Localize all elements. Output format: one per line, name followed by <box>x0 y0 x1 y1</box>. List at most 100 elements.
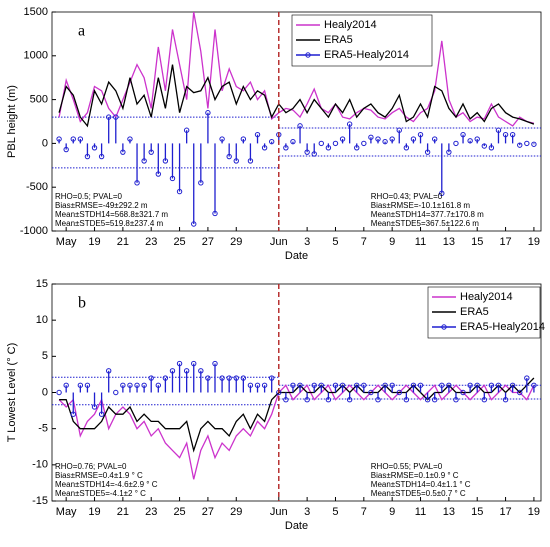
stem-marker <box>240 375 247 381</box>
stem-marker <box>488 145 495 151</box>
stat-annotation: Bias±RMSE=-10.1±161.8 m <box>371 201 471 210</box>
legend-marker <box>441 324 447 330</box>
stat-annotation: Mean±STDH14=-4.6±2.9 ° C <box>55 480 158 489</box>
stem-marker <box>460 389 466 396</box>
stem-marker <box>212 210 218 217</box>
stem-marker <box>63 382 69 388</box>
x-tick-label: 3 <box>304 506 310 518</box>
stem-marker <box>311 382 317 388</box>
stat-annotation: Mean±STDH14=377.7±170.8 m <box>371 210 484 219</box>
x-tick-label: 15 <box>471 506 483 518</box>
stem-marker <box>183 127 190 133</box>
stem-marker <box>113 389 119 396</box>
stem-marker <box>169 175 176 182</box>
stem-marker <box>424 397 431 403</box>
y-tick-label: 0 <box>42 137 48 149</box>
stem-marker <box>226 375 232 381</box>
x-tick-label: 25 <box>173 506 185 518</box>
stem-marker <box>460 131 466 138</box>
stem-marker <box>91 145 98 151</box>
stat-annotation: Mean±STDH14=0.4±1.1 ° C <box>371 480 471 489</box>
stem-marker <box>233 375 239 381</box>
stem-marker <box>198 180 204 186</box>
stem-marker <box>219 375 225 381</box>
stem-marker <box>410 136 417 142</box>
x-tick-label: 11 <box>415 506 426 518</box>
y-axis-label: T Lowest Level (° C) <box>6 343 18 443</box>
stem-marker <box>354 382 360 388</box>
stem-marker <box>509 131 516 138</box>
stem-marker <box>98 411 105 417</box>
stem-marker <box>176 188 183 195</box>
stem-marker <box>495 382 502 388</box>
stat-annotation: RHO=0.55; PVAL=0 <box>371 462 443 471</box>
stem-marker <box>382 138 388 145</box>
stem-marker <box>446 382 452 388</box>
y-tick-label: 1500 <box>24 6 48 18</box>
stem-marker <box>431 136 438 142</box>
stem-marker <box>233 158 239 164</box>
x-tick-label: May <box>56 236 77 248</box>
stem-marker <box>304 149 310 155</box>
stem-marker <box>169 368 176 374</box>
legend-label: Healy2014 <box>324 19 377 31</box>
stem-marker <box>98 153 105 160</box>
stem-marker <box>396 389 402 396</box>
stem-marker <box>56 389 62 396</box>
stem-marker <box>162 158 169 164</box>
stem-marker <box>424 149 431 155</box>
stem-marker <box>431 397 438 403</box>
stem-marker <box>191 360 197 367</box>
legend-label: ERA5 <box>460 306 489 318</box>
stem-marker <box>198 368 204 374</box>
x-tick-label: 13 <box>443 506 455 518</box>
y-tick-label: 5 <box>42 350 48 362</box>
x-tick-label: 23 <box>145 236 157 248</box>
stat-annotation: Mean±STDH14=568.8±321.7 m <box>55 210 168 219</box>
x-tick-label: 19 <box>528 236 540 248</box>
stem-marker <box>240 136 247 142</box>
stem-marker <box>261 382 268 388</box>
stem-marker <box>219 136 225 142</box>
y-tick-label: 15 <box>36 278 48 290</box>
stem-marker <box>105 114 112 120</box>
stem-marker <box>396 127 402 133</box>
x-tick-label: 3 <box>304 236 310 248</box>
stem-marker <box>361 140 367 147</box>
stem-marker <box>77 382 84 388</box>
stem-marker <box>403 397 410 403</box>
stem-marker <box>361 382 367 388</box>
legend-marker <box>305 52 311 58</box>
stem-marker <box>191 221 197 227</box>
stem-marker <box>70 411 76 417</box>
stem-marker <box>56 136 62 142</box>
y-tick-label: -500 <box>26 181 48 193</box>
stem-marker <box>212 360 218 367</box>
x-tick-label: 19 <box>528 506 540 518</box>
stem-marker <box>261 145 268 151</box>
legend-label: ERA5 <box>324 34 353 46</box>
x-tick-label: 17 <box>499 236 511 248</box>
series-line <box>58 64 535 128</box>
y-tick-label: 500 <box>30 94 48 106</box>
stem-marker <box>226 153 232 160</box>
x-tick-label: 7 <box>361 506 367 518</box>
stem-marker <box>148 375 154 381</box>
stem-marker <box>481 143 488 149</box>
stat-annotation: Mean±STDE5=367.5±122.6 m <box>371 219 480 228</box>
stem-marker <box>113 114 119 120</box>
stem-marker <box>332 140 339 147</box>
stem-marker <box>268 138 275 145</box>
stem-marker <box>375 397 381 403</box>
plot-layer <box>52 12 541 227</box>
stem-marker <box>403 145 410 151</box>
stem-marker <box>155 382 162 388</box>
stem-marker <box>446 149 452 155</box>
stat-annotation: Bias±RMSE=0.1±0.9 ° C <box>371 471 459 480</box>
stem-marker <box>318 140 325 147</box>
stem-marker <box>524 140 530 147</box>
stem-marker <box>517 389 523 396</box>
stem-marker <box>120 382 126 388</box>
stem-marker <box>502 131 509 138</box>
